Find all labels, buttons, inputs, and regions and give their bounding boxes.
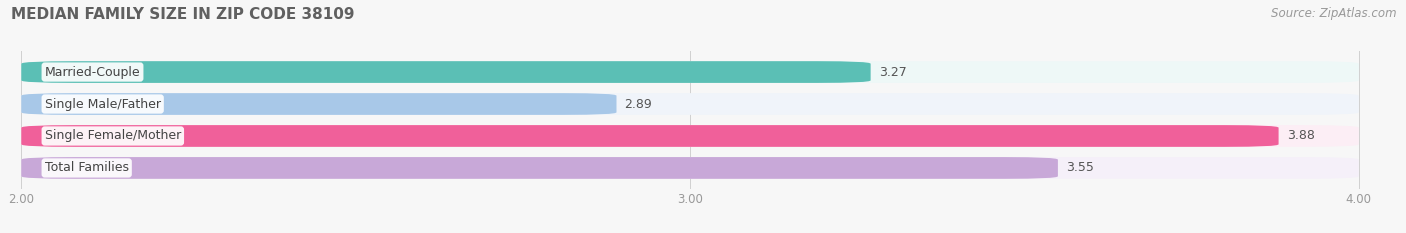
Text: 3.88: 3.88 [1286,130,1315,143]
Text: 3.27: 3.27 [879,65,907,79]
Text: Married-Couple: Married-Couple [45,65,141,79]
FancyBboxPatch shape [21,61,1358,83]
Text: 3.55: 3.55 [1066,161,1094,175]
Text: Single Male/Father: Single Male/Father [45,97,160,110]
FancyBboxPatch shape [21,93,616,115]
FancyBboxPatch shape [21,157,1358,179]
Text: Source: ZipAtlas.com: Source: ZipAtlas.com [1271,7,1396,20]
Text: Single Female/Mother: Single Female/Mother [45,130,181,143]
FancyBboxPatch shape [21,93,1358,115]
FancyBboxPatch shape [21,61,870,83]
FancyBboxPatch shape [21,125,1278,147]
FancyBboxPatch shape [21,157,1057,179]
Text: 2.89: 2.89 [624,97,652,110]
Text: MEDIAN FAMILY SIZE IN ZIP CODE 38109: MEDIAN FAMILY SIZE IN ZIP CODE 38109 [11,7,354,22]
FancyBboxPatch shape [21,125,1358,147]
Text: Total Families: Total Families [45,161,129,175]
